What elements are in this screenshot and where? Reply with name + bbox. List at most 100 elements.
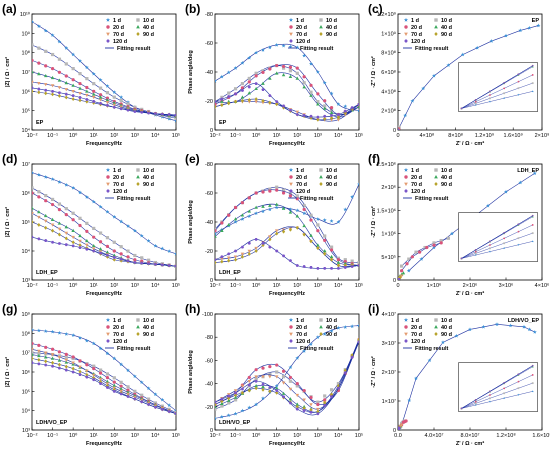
data-point <box>85 85 89 90</box>
data-point <box>329 218 334 223</box>
legend-label: 120 d <box>411 339 425 345</box>
data-point <box>37 351 41 355</box>
data-point <box>57 221 62 225</box>
panel-label: (g) <box>2 302 17 316</box>
data-point <box>98 368 103 372</box>
y-tick-label: 4×10⁸ <box>381 88 396 95</box>
y-tick-label: 1×10⁶ <box>381 231 396 238</box>
data-point <box>288 74 293 79</box>
data-point <box>57 93 62 98</box>
inset-data-point <box>517 380 520 383</box>
data-point <box>85 247 89 251</box>
legend-marker <box>434 324 438 329</box>
legend-label: 40 d <box>441 175 452 181</box>
data-point <box>527 327 532 332</box>
data-point <box>43 83 48 87</box>
data-point <box>316 115 320 119</box>
legend-label: 10 d <box>441 318 452 324</box>
inset-data-point <box>503 97 506 100</box>
data-point <box>78 98 82 103</box>
data-point <box>240 89 245 92</box>
data-point <box>37 237 41 241</box>
data-point <box>274 42 279 47</box>
legend-marker <box>319 324 323 329</box>
plot-area <box>215 323 359 421</box>
data-point <box>267 207 272 212</box>
data-point <box>240 98 245 103</box>
data-point <box>119 98 123 103</box>
legend-fit-label: Fitting result <box>415 46 448 52</box>
data-point <box>309 395 313 400</box>
data-point <box>78 365 82 369</box>
data-point <box>247 100 252 104</box>
legend-marker <box>434 31 438 37</box>
inset-data-point <box>531 90 534 93</box>
inset-data-point <box>489 240 491 243</box>
legend-label: 90 d <box>326 332 337 338</box>
data-point <box>92 249 96 253</box>
data-point <box>50 364 55 368</box>
data-point <box>119 219 124 224</box>
inset-data-point <box>474 249 477 251</box>
x-tick-label: 1.6×10⁸ <box>532 432 550 439</box>
chart-b: (b) 10⁻² 10⁻¹ 10⁰ 10¹ 10² 10³ 10⁴ 10⁵ 0 -20 -40 -60 -… <box>185 2 363 147</box>
data-point <box>316 223 320 227</box>
data-point <box>247 241 251 245</box>
data-point <box>92 235 96 239</box>
data-point <box>302 53 307 58</box>
plot-area <box>215 42 359 122</box>
data-point <box>112 389 116 393</box>
data-point <box>64 243 68 247</box>
data-point <box>126 255 130 259</box>
legend-marker <box>319 31 323 37</box>
legend-marker <box>289 332 293 337</box>
data-point <box>421 86 426 91</box>
data-point <box>240 387 245 391</box>
data-point <box>295 208 300 213</box>
y-tick-label: 1.2×10⁹ <box>377 11 396 18</box>
y-tick-label: 1.5×10⁶ <box>377 207 396 214</box>
data-point <box>323 116 327 121</box>
data-point <box>254 86 258 91</box>
inset-data-point <box>531 390 534 393</box>
data-point <box>323 394 327 398</box>
legend-marker <box>106 25 110 29</box>
x-tick-label: 10⁰ <box>69 432 78 439</box>
data-point <box>261 384 265 388</box>
legend-marker <box>106 189 110 193</box>
x-tick-label: 10² <box>110 133 118 139</box>
y-tick-label: -60 <box>205 191 213 197</box>
y-tick-label: 10⁸ <box>22 330 30 337</box>
data-point <box>126 385 130 389</box>
legend-marker <box>136 18 140 22</box>
data-point <box>227 95 231 98</box>
data-point <box>92 89 96 93</box>
data-point <box>261 101 265 105</box>
data-point <box>281 375 286 379</box>
plot-area <box>32 19 176 123</box>
data-point <box>439 238 443 243</box>
data-point <box>112 376 116 380</box>
inset-data-point <box>531 240 534 243</box>
data-point <box>43 28 48 33</box>
x-tick-label: 10⁻¹ <box>230 433 241 439</box>
legend-marker <box>404 189 408 193</box>
x-axis-label: Z' / Ω · cm² <box>456 440 484 447</box>
y-tick-label: 10³ <box>22 278 30 284</box>
data-point <box>50 353 55 357</box>
data-point <box>309 218 313 222</box>
data-point <box>329 257 334 262</box>
data-point <box>57 232 62 237</box>
data-point <box>309 342 313 346</box>
data-point <box>336 113 341 116</box>
data-point <box>37 190 41 194</box>
x-tick-label: 10³ <box>131 283 139 289</box>
data-point <box>302 388 306 393</box>
data-point <box>233 398 238 402</box>
data-point <box>98 77 103 82</box>
data-point <box>43 329 48 333</box>
data-point <box>233 205 238 210</box>
data-point <box>64 236 68 241</box>
data-point <box>302 211 307 215</box>
data-point <box>167 403 172 407</box>
